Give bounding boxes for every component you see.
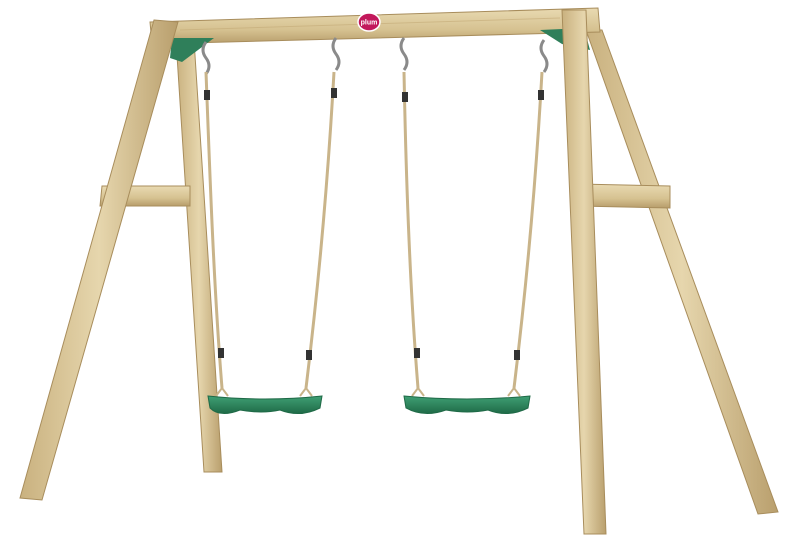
front-left-leg xyxy=(19,19,179,501)
rope-adjuster xyxy=(514,350,520,360)
brand-logo: plum xyxy=(357,12,381,32)
rope-adjuster xyxy=(306,350,312,360)
rope-adjuster xyxy=(331,88,337,98)
right-swing-loop-left xyxy=(411,387,425,397)
left-swing-seat xyxy=(207,395,323,414)
rope-adjuster xyxy=(402,92,408,102)
right-swing-hook-left xyxy=(399,37,409,71)
left-swing-loop-left xyxy=(215,387,229,397)
right-swing-seat xyxy=(403,395,531,414)
right-swing-rope-left xyxy=(402,71,420,389)
left-swing xyxy=(201,37,341,414)
right-swing-hook-right xyxy=(539,39,549,73)
left-swing-rope-right xyxy=(304,71,336,389)
left-swing-hook-right xyxy=(331,37,341,71)
brand-logo-text: plum xyxy=(361,20,378,27)
left-swing-hook-left xyxy=(201,41,211,75)
left-swing-loop-right xyxy=(299,387,313,397)
rope-adjuster xyxy=(204,90,210,100)
rope-adjuster xyxy=(218,348,224,358)
right-swing xyxy=(399,37,549,414)
rope-adjuster xyxy=(414,348,420,358)
rope-adjuster xyxy=(538,90,544,100)
right-swing-rope-right xyxy=(512,71,544,389)
right-swing-loop-right xyxy=(507,387,521,397)
front-right-leg xyxy=(561,9,607,535)
back-right-leg xyxy=(585,29,779,515)
